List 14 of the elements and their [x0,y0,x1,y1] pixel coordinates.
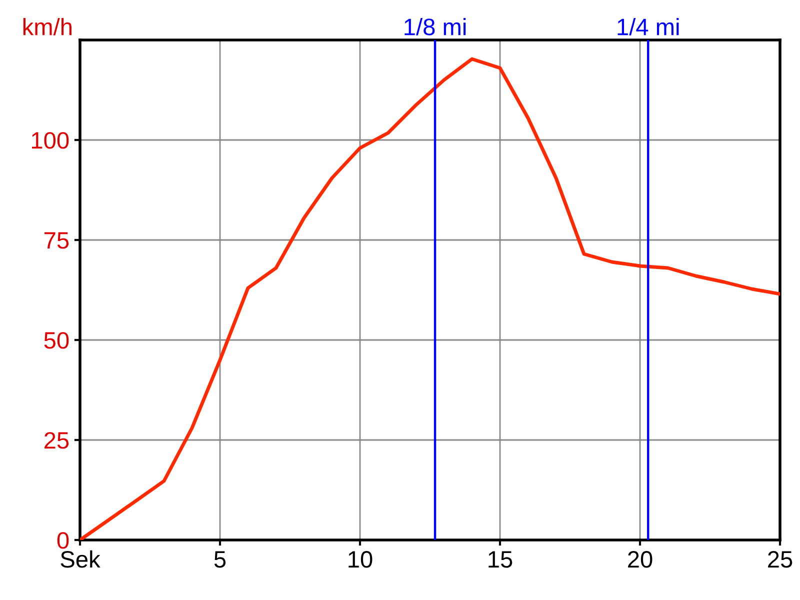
ref-line-label: 1/4 mi [618,18,679,36]
x-tick-label: 20 [628,551,652,568]
x-tick-label: 10 [348,551,372,568]
y-tick-label: 50 [44,332,69,349]
y-axis-title: km/h [23,18,72,36]
y-tick-label: 0 [57,532,69,549]
y-tick-label: 25 [44,432,69,449]
x-tick-label: 25 [768,551,792,568]
ref-line-label: 1/8 mi [404,18,466,36]
x-tick-label: 15 [488,551,512,568]
x-tick-label: 5 [214,551,226,568]
y-tick-label: 75 [44,232,69,249]
y-tick-label: 100 [32,132,69,149]
x-tick-label: Sek [60,550,100,568]
